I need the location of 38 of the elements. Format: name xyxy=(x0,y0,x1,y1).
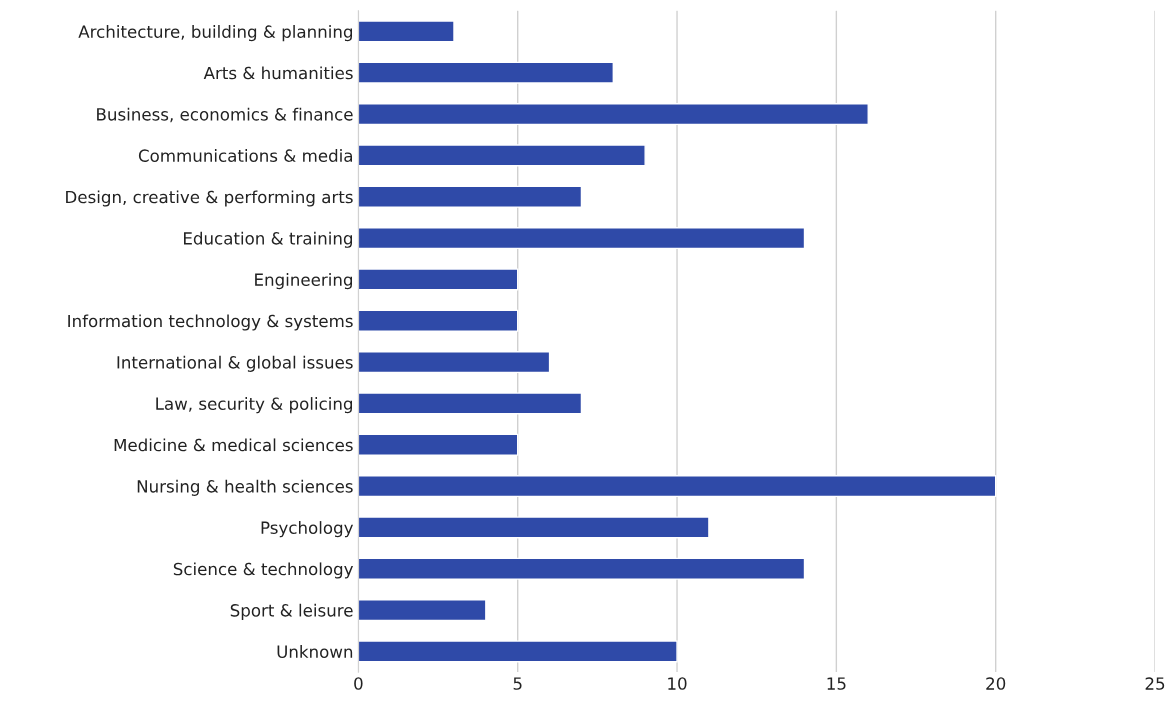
y-tick-label: Business, economics & finance xyxy=(97,107,353,123)
bar xyxy=(358,268,519,291)
bar xyxy=(358,433,519,456)
y-tick-label: Nursing & health sciences xyxy=(137,479,353,496)
x-tick-label: 20 xyxy=(986,677,1006,690)
bar xyxy=(358,185,583,208)
y-tick-label: Sport & leisure xyxy=(230,603,353,620)
y-tick-label: Engineering xyxy=(255,273,352,290)
y-tick-label: Architecture, building & planning xyxy=(78,25,352,42)
bar xyxy=(358,557,806,580)
y-tick-label: Information technology & systems xyxy=(68,314,353,331)
bar xyxy=(358,516,710,539)
bar xyxy=(358,351,551,374)
x-tick-label: 15 xyxy=(827,677,846,690)
bar xyxy=(358,103,869,126)
y-tick-label: Psychology xyxy=(261,521,354,538)
y-tick-label: International & global issues xyxy=(117,355,353,372)
y-tick-label: Unknown xyxy=(277,645,353,658)
y-tick-label: Science & technology xyxy=(173,562,354,579)
x-tick-label: 5 xyxy=(513,677,522,690)
bar xyxy=(358,640,678,663)
x-tick-label: 10 xyxy=(668,677,687,690)
bar xyxy=(358,599,487,622)
y-tick-label: Medicine & medical sciences xyxy=(114,438,353,452)
bar xyxy=(358,20,455,43)
bar xyxy=(358,392,583,415)
y-tick-label: Arts & humanities xyxy=(203,66,353,80)
y-tick-label: Law, security & policing xyxy=(156,397,352,414)
bar xyxy=(358,61,614,84)
bar xyxy=(358,227,806,250)
y-tick-label: Communications & media xyxy=(138,149,352,162)
y-tick-label: Education & training xyxy=(184,231,352,248)
bar xyxy=(358,309,519,332)
x-tick-label: 25 xyxy=(1145,677,1165,690)
bar xyxy=(358,144,646,167)
x-tick-label: 0 xyxy=(354,677,363,690)
y-tick-label: Design, creative & performing arts xyxy=(66,190,353,207)
bar xyxy=(358,475,997,498)
